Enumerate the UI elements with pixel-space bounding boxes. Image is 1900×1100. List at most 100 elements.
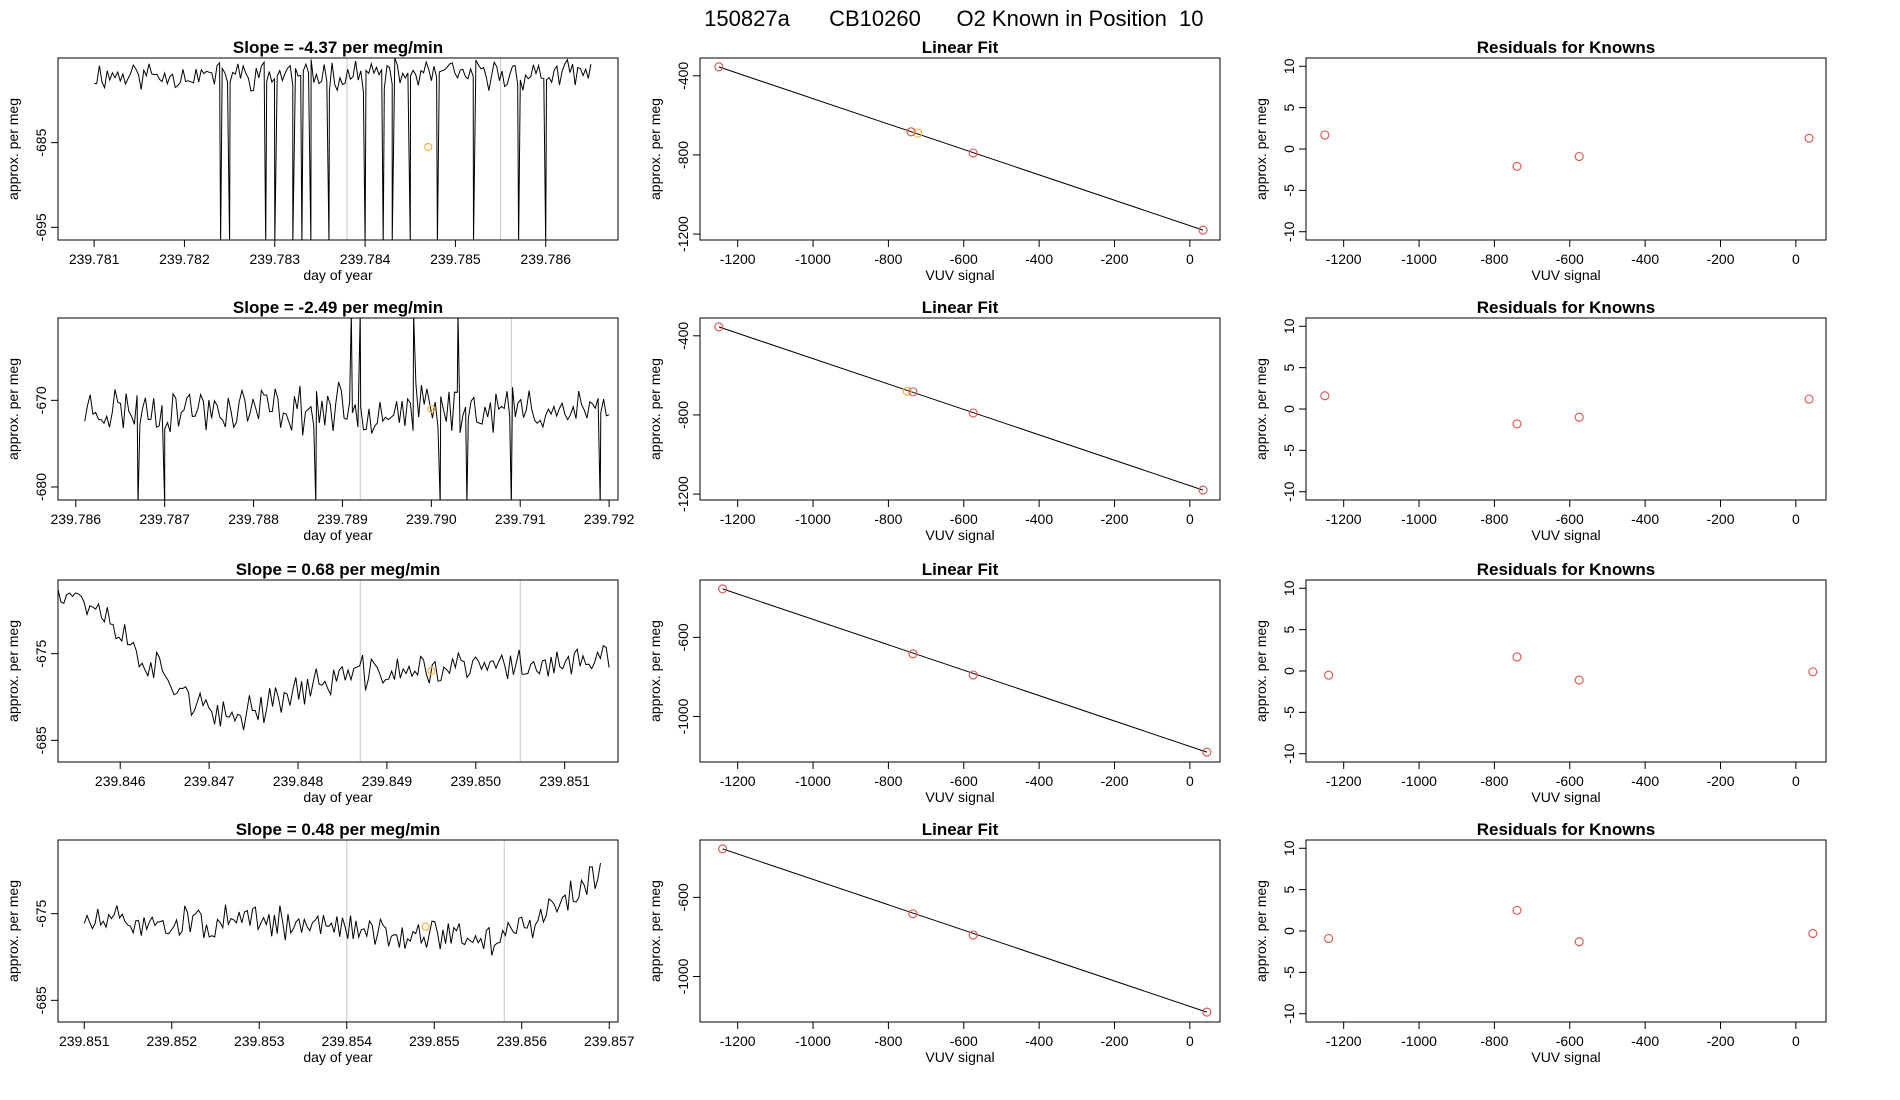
y-tick-label: -10 <box>1281 481 1297 501</box>
x-axis-label: VUV signal <box>925 267 994 283</box>
x-tick-label: -400 <box>1025 1033 1053 1049</box>
signal-trace <box>94 58 592 240</box>
y-axis-label: approx. per meg <box>647 98 663 200</box>
x-tick-label: -600 <box>1556 773 1584 789</box>
x-tick-label: -800 <box>874 773 902 789</box>
x-tick-label: 239.847 <box>184 773 235 789</box>
x-tick-label: -600 <box>1556 511 1584 527</box>
y-axis-label: approx. per meg <box>647 358 663 460</box>
x-axis-label: day of year <box>303 267 373 283</box>
x-tick-label: -800 <box>1480 773 1508 789</box>
known-point <box>968 148 978 158</box>
x-tick-label: -1200 <box>720 1033 756 1049</box>
y-tick-label: -680 <box>33 473 49 501</box>
y-axis-label: approx. per meg <box>5 880 21 982</box>
x-tick-label: -400 <box>1025 511 1053 527</box>
known-point <box>1198 225 1208 235</box>
chart-title: Residuals for Knowns <box>1477 560 1656 579</box>
x-tick-label: 239.789 <box>317 511 368 527</box>
chart-title: Linear Fit <box>922 560 999 579</box>
y-tick-label: -695 <box>33 213 49 241</box>
x-tick-label: -200 <box>1100 773 1128 789</box>
x-tick-label: 239.786 <box>520 251 571 267</box>
known-point <box>908 909 918 919</box>
y-tick-label: 10 <box>1281 58 1297 74</box>
y-tick-label: 0 <box>1281 405 1297 413</box>
y-tick-label: -10 <box>1281 1003 1297 1023</box>
plot-frame <box>699 317 1221 501</box>
x-tick-label: 0 <box>1186 1033 1194 1049</box>
fit-line <box>722 588 1207 753</box>
x-axis-label: VUV signal <box>925 527 994 543</box>
chart-title: Linear Fit <box>922 298 999 317</box>
x-tick-label: 239.786 <box>50 511 101 527</box>
plot-area <box>94 58 592 240</box>
x-tick-label: -600 <box>950 251 978 267</box>
x-tick-label: -800 <box>874 511 902 527</box>
plot-frame <box>699 579 1221 763</box>
chart-title: Slope = -4.37 per meg/min <box>233 38 443 57</box>
x-tick-label: 0 <box>1186 511 1194 527</box>
x-tick-label: -1000 <box>795 773 831 789</box>
plot-area <box>718 844 1212 1017</box>
known-point <box>718 844 728 854</box>
x-axis-label: day of year <box>303 789 373 805</box>
chart-panel-row4-residuals: Residuals for Knowns-1200 -1000 -800 -600 -4… <box>1253 820 1827 1065</box>
x-axis-label: VUV signal <box>1531 527 1600 543</box>
x-tick-label: -600 <box>950 511 978 527</box>
known-point <box>714 62 724 72</box>
chart-panel-row1-residuals: Residuals for Knowns-1200 -1000 -800 -600 -4… <box>1253 38 1827 283</box>
fit-line <box>722 848 1207 1013</box>
x-axis-label: VUV signal <box>925 789 994 805</box>
known-point <box>1512 652 1522 662</box>
chart-title: Linear Fit <box>922 38 999 57</box>
chart-panel-row2-timeseries: Slope = -2.49 per meg/min 239.786 239.787 2… <box>5 298 635 543</box>
y-tick-label: -675 <box>33 639 49 667</box>
known-point <box>968 930 978 940</box>
x-tick-label: 239.849 <box>362 773 413 789</box>
known-point <box>908 649 918 659</box>
x-axis-label: day of year <box>303 1049 373 1065</box>
x-tick-label: -400 <box>1631 773 1659 789</box>
chart-panel-row4-fit: Linear Fit -1200 -1000 -800 -600 -400 -200 0 -60… <box>647 820 1221 1065</box>
signal-trace <box>58 589 610 731</box>
x-tick-label: 239.791 <box>495 511 546 527</box>
known-point <box>1808 667 1818 677</box>
unknown-point <box>913 128 923 138</box>
x-tick-label: -1200 <box>1326 251 1362 267</box>
plot-area <box>1324 652 1818 685</box>
known-point <box>714 322 724 332</box>
y-tick-label: -600 <box>675 883 691 911</box>
figure-title: 150827a CB10260 O2 Known in Position 10 <box>704 6 1203 31</box>
plot-area <box>1320 391 1814 429</box>
title-run-id: 150827a <box>704 6 790 31</box>
known-point <box>908 387 918 397</box>
plot-area <box>58 580 610 762</box>
y-tick-label: -1200 <box>675 476 691 512</box>
y-tick-label: -675 <box>33 899 49 927</box>
x-tick-label: 0 <box>1792 1033 1800 1049</box>
x-tick-label: 239.854 <box>321 1033 372 1049</box>
y-axis-label: approx. per meg <box>5 358 21 460</box>
x-axis-label: day of year <box>303 527 373 543</box>
x-tick-label: -200 <box>1100 1033 1128 1049</box>
chart-panel-row1-timeseries: Slope = -4.37 per meg/min 239.781 239.782 2… <box>5 38 619 283</box>
x-tick-label: 239.851 <box>59 1033 110 1049</box>
title-description: O2 Known in Position 10 <box>956 6 1203 31</box>
known-point <box>1320 130 1330 140</box>
y-tick-label: -400 <box>675 322 691 350</box>
signal-trace <box>83 863 601 956</box>
y-tick-label: -685 <box>33 726 49 754</box>
sample-mean-point <box>427 666 436 676</box>
y-tick-label: 5 <box>1281 104 1297 112</box>
plot-area <box>714 62 1208 235</box>
fit-line <box>718 66 1204 231</box>
y-tick-label: -10 <box>1281 743 1297 763</box>
x-tick-label: -400 <box>1631 1033 1659 1049</box>
signal-trace <box>84 318 610 500</box>
known-point <box>1574 151 1584 162</box>
x-tick-label: 239.857 <box>584 1033 635 1049</box>
x-tick-label: 239.856 <box>496 1033 547 1049</box>
known-point <box>1512 419 1522 429</box>
